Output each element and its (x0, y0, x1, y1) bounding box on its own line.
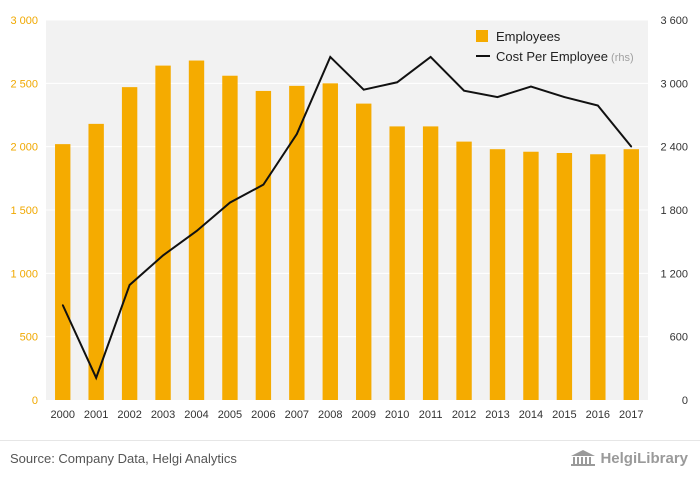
y-right-tick-label: 1 800 (660, 205, 688, 217)
bar-employees (590, 154, 606, 400)
chart: 0 500 1 000 1 500 2 000 2 500 3 000 0 600 1 200 1 … (10, 15, 688, 421)
y-left-tick-label: 0 (32, 395, 38, 407)
bar-employees (389, 126, 405, 401)
bar-employees (289, 85, 305, 400)
x-tick-label: 2011 (419, 409, 443, 421)
point-cost-per-employee (262, 183, 265, 186)
bar-employees (556, 153, 573, 400)
bar-employees (55, 144, 71, 400)
point-cost-per-employee (229, 201, 231, 204)
line-cost-per-employee (61, 55, 633, 381)
point-cost-per-employee (162, 254, 164, 257)
legend-label-cost: Cost Per Employee (rhs) (496, 49, 634, 64)
y-left-tick-label: 2 000 (10, 142, 38, 154)
y-left-tick-label: 500 (20, 332, 38, 344)
footer: Source: Company Data, Helgi Analytics He… (0, 440, 700, 483)
bar-employees (88, 123, 104, 400)
point-cost-per-employee (530, 85, 532, 88)
y-left-tick-label: 3 000 (10, 15, 38, 27)
x-tick-label: 2004 (184, 409, 208, 421)
bar-employees (422, 126, 439, 401)
x-tick-label: 2008 (318, 409, 342, 421)
x-tick-label: 2010 (385, 409, 409, 421)
x-tick-label: 2017 (619, 409, 643, 421)
source-note: Source: Company Data, Helgi Analytics (10, 451, 237, 466)
x-tick-label: 2005 (218, 409, 242, 421)
y-right-tick-label: 3 000 (660, 78, 688, 90)
x-tick-label: 2014 (519, 409, 543, 421)
x-tick-label: 2003 (151, 409, 175, 421)
y-left-tick-label: 1 000 (10, 268, 38, 280)
point-cost-per-employee (396, 81, 398, 84)
y-right-tick-label: 0 (682, 395, 688, 407)
x-tick-label: 2001 (84, 409, 108, 421)
x-tick-label: 2007 (285, 409, 309, 421)
point-cost-per-employee (362, 88, 365, 91)
bar-employees (222, 75, 238, 400)
point-cost-per-employee (329, 56, 332, 58)
x-tick-label: 2000 (50, 409, 74, 421)
bar-employees (255, 90, 272, 400)
bar-employees (121, 87, 138, 400)
y-right-tick-label: 2 400 (660, 142, 688, 154)
brand-name: HelgiLibrary (600, 449, 688, 467)
library-building-icon (571, 450, 596, 466)
point-cost-per-employee (128, 284, 131, 286)
point-cost-per-employee (61, 304, 64, 306)
x-tick-label: 2015 (552, 409, 576, 421)
point-cost-per-employee (429, 56, 432, 58)
point-cost-per-employee (630, 145, 633, 148)
x-tick-label: 2002 (117, 409, 141, 421)
point-cost-per-employee (563, 96, 566, 98)
point-cost-per-employee (463, 89, 465, 92)
y-left-tick-label: 2 500 (10, 78, 38, 90)
point-cost-per-employee (296, 133, 298, 135)
bar-employees (322, 83, 338, 400)
y-right-tick-label: 1 200 (660, 268, 688, 280)
bar-employees (155, 65, 171, 400)
legend-label-employees: Employees (496, 29, 561, 44)
brand-logo: HelgiLibrary (570, 449, 688, 467)
y-left-tick-label: 1 500 (10, 205, 38, 217)
bar-employees (356, 103, 372, 400)
point-cost-per-employee (195, 230, 198, 232)
y-right-tick-label: 3 600 (660, 15, 688, 27)
legend-rhs-note: (rhs) (608, 52, 634, 64)
x-tick-label: 2009 (351, 409, 375, 421)
point-cost-per-employee (597, 104, 599, 107)
legend-swatch-employees (476, 30, 488, 42)
bar-employees (456, 141, 472, 400)
point-cost-per-employee (95, 377, 97, 379)
bar-employees (623, 149, 639, 400)
x-tick-label: 2016 (586, 409, 610, 421)
x-tick-label: 2012 (452, 409, 476, 421)
x-tick-label: 2013 (485, 409, 509, 421)
bar-employees (489, 149, 506, 400)
point-cost-per-employee (496, 96, 499, 98)
y-right-tick-label: 600 (670, 332, 688, 344)
x-tick-label: 2006 (251, 409, 275, 421)
bar-employees (523, 151, 539, 400)
